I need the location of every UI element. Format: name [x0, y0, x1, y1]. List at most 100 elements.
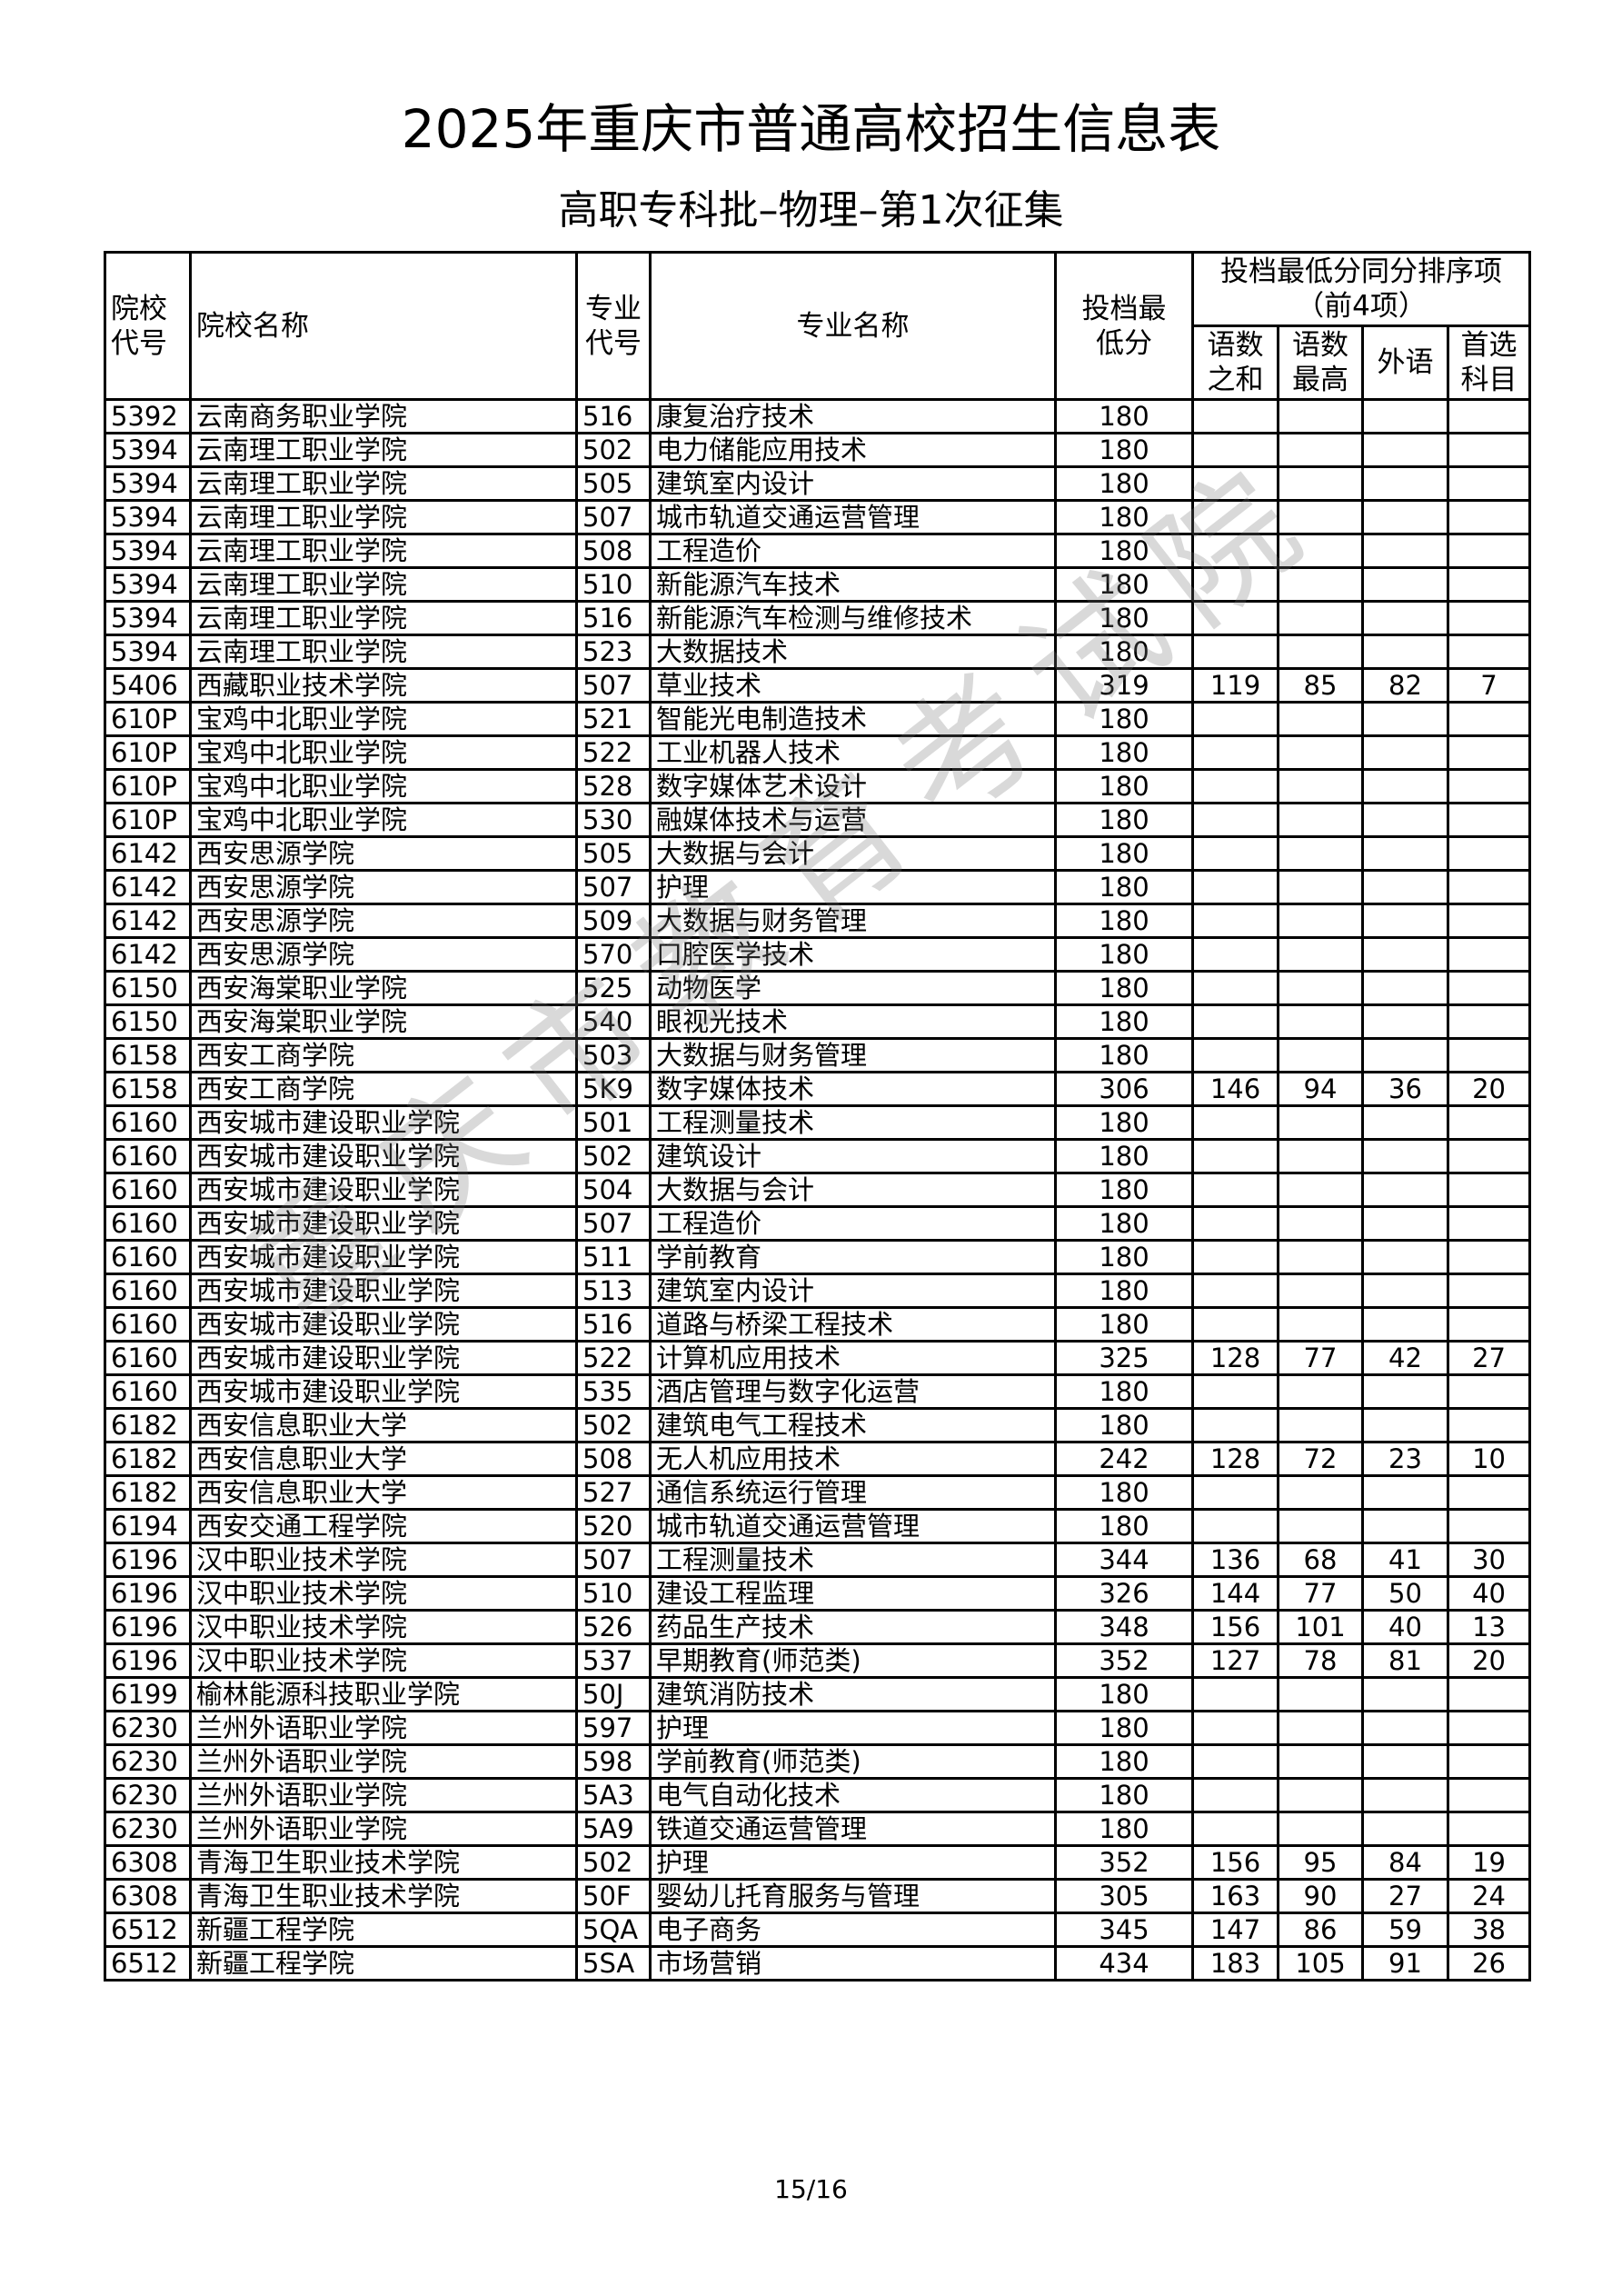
cell-foreign-lang: 41	[1361, 1542, 1449, 1578]
cell-major-code: 507	[575, 869, 652, 905]
cell-foreign-lang	[1361, 566, 1449, 603]
cell-max-cn-math	[1277, 1306, 1364, 1343]
cell-min-score: 180	[1054, 465, 1194, 502]
cell-first-subject: 24	[1446, 1878, 1532, 1914]
cell-max-cn-math	[1277, 634, 1364, 670]
cell-max-cn-math: 78	[1277, 1642, 1364, 1679]
table-row: 5394 云南理工职业学院 510 新能源汽车技术 180	[104, 566, 1532, 603]
cell-school-code: 6158	[104, 1037, 192, 1073]
table-row: 6196 汉中职业技术学院 510 建设工程监理 326 144 77 50 40	[104, 1575, 1532, 1612]
cell-sum-cn-math	[1191, 432, 1279, 468]
cell-foreign-lang	[1361, 1777, 1449, 1813]
cell-min-score: 352	[1054, 1844, 1194, 1881]
cell-school-code: 6512	[104, 1912, 192, 1948]
cell-first-subject	[1446, 1138, 1532, 1174]
cell-foreign-lang	[1361, 1273, 1449, 1309]
cell-school-name: 西安城市建设职业学院	[189, 1138, 578, 1174]
cell-foreign-lang	[1361, 465, 1449, 502]
cell-major-code: 511	[575, 1239, 652, 1275]
cell-major-name: 城市轨道交通运营管理	[649, 1508, 1057, 1544]
cell-max-cn-math: 101	[1277, 1609, 1364, 1645]
cell-school-name: 宝鸡中北职业学院	[189, 802, 578, 838]
cell-school-name: 西安思源学院	[189, 903, 578, 939]
cell-min-score: 306	[1054, 1071, 1194, 1107]
cell-school-name: 西安工商学院	[189, 1071, 578, 1107]
header-tiebreak-group: 投档最低分同分排序项（前4项）	[1190, 251, 1532, 327]
cell-major-name: 学前教育(师范类)	[649, 1743, 1057, 1780]
cell-sum-cn-math	[1191, 1710, 1279, 1746]
cell-first-subject	[1446, 1474, 1532, 1511]
cell-school-code: 6160	[104, 1373, 192, 1410]
cell-min-score: 180	[1054, 1676, 1194, 1712]
cell-first-subject	[1446, 869, 1532, 905]
cell-major-code: 510	[575, 566, 652, 603]
cell-school-name: 西安信息职业大学	[189, 1407, 578, 1443]
cell-foreign-lang	[1361, 734, 1449, 771]
cell-foreign-lang	[1361, 835, 1449, 872]
cell-max-cn-math: 72	[1277, 1441, 1364, 1477]
cell-first-subject	[1446, 1037, 1532, 1073]
cell-sum-cn-math	[1191, 936, 1279, 973]
header-major-name: 专业名称	[649, 251, 1057, 401]
cell-school-name: 汉中职业技术学院	[189, 1575, 578, 1612]
table-row: 6160 西安城市建设职业学院 504 大数据与会计 180	[104, 1172, 1532, 1208]
cell-foreign-lang: 23	[1361, 1441, 1449, 1477]
cell-min-score: 180	[1054, 1239, 1194, 1275]
cell-sum-cn-math	[1191, 533, 1279, 569]
cell-major-name: 大数据技术	[649, 634, 1057, 670]
cell-first-subject	[1446, 701, 1532, 737]
table-row: 6160 西安城市建设职业学院 511 学前教育 180	[104, 1239, 1532, 1275]
cell-school-code: 6142	[104, 869, 192, 905]
cell-sum-cn-math	[1191, 802, 1279, 838]
cell-max-cn-math	[1277, 432, 1364, 468]
cell-min-score: 180	[1054, 1306, 1194, 1343]
header-max-cn-math: 语数最高	[1277, 324, 1364, 401]
cell-major-code: 570	[575, 936, 652, 973]
cell-min-score: 242	[1054, 1441, 1194, 1477]
cell-min-score: 344	[1054, 1542, 1194, 1578]
cell-major-code: 507	[575, 1205, 652, 1242]
cell-min-score: 180	[1054, 1743, 1194, 1780]
cell-first-subject	[1446, 398, 1532, 434]
cell-max-cn-math	[1277, 1172, 1364, 1208]
cell-first-subject	[1446, 432, 1532, 468]
table-row: 6194 西安交通工程学院 520 城市轨道交通运营管理 180	[104, 1508, 1532, 1544]
table-row: 6230 兰州外语职业学院 597 护理 180	[104, 1710, 1532, 1746]
cell-min-score: 352	[1054, 1642, 1194, 1679]
cell-max-cn-math	[1277, 936, 1364, 973]
cell-school-code: 5394	[104, 566, 192, 603]
cell-sum-cn-math	[1191, 1205, 1279, 1242]
cell-max-cn-math	[1277, 1138, 1364, 1174]
cell-major-code: 5K9	[575, 1071, 652, 1107]
cell-first-subject: 19	[1446, 1844, 1532, 1881]
cell-max-cn-math	[1277, 398, 1364, 434]
cell-foreign-lang: 84	[1361, 1844, 1449, 1881]
cell-major-code: 501	[575, 1104, 652, 1141]
cell-max-cn-math	[1277, 734, 1364, 771]
cell-school-name: 云南理工职业学院	[189, 432, 578, 468]
cell-major-code: 507	[575, 1542, 652, 1578]
cell-major-name: 电气自动化技术	[649, 1777, 1057, 1813]
cell-first-subject	[1446, 1172, 1532, 1208]
cell-major-name: 康复治疗技术	[649, 398, 1057, 434]
cell-max-cn-math	[1277, 869, 1364, 905]
cell-school-code: 6230	[104, 1743, 192, 1780]
cell-min-score: 180	[1054, 1037, 1194, 1073]
cell-foreign-lang	[1361, 768, 1449, 804]
cell-max-cn-math	[1277, 1104, 1364, 1141]
cell-school-code: 6196	[104, 1609, 192, 1645]
cell-min-score: 180	[1054, 1508, 1194, 1544]
cell-school-code: 6196	[104, 1542, 192, 1578]
cell-min-score: 180	[1054, 1205, 1194, 1242]
cell-major-code: 5SA	[575, 1945, 652, 1982]
cell-max-cn-math	[1277, 835, 1364, 872]
cell-min-score: 180	[1054, 1407, 1194, 1443]
table-row: 6158 西安工商学院 503 大数据与财务管理 180	[104, 1037, 1532, 1073]
table-row: 6160 西安城市建设职业学院 502 建筑设计 180	[104, 1138, 1532, 1174]
cell-sum-cn-math	[1191, 1743, 1279, 1780]
cell-sum-cn-math	[1191, 701, 1279, 737]
cell-school-code: 610P	[104, 802, 192, 838]
cell-max-cn-math	[1277, 1407, 1364, 1443]
cell-major-name: 智能光电制造技术	[649, 701, 1057, 737]
cell-sum-cn-math	[1191, 634, 1279, 670]
